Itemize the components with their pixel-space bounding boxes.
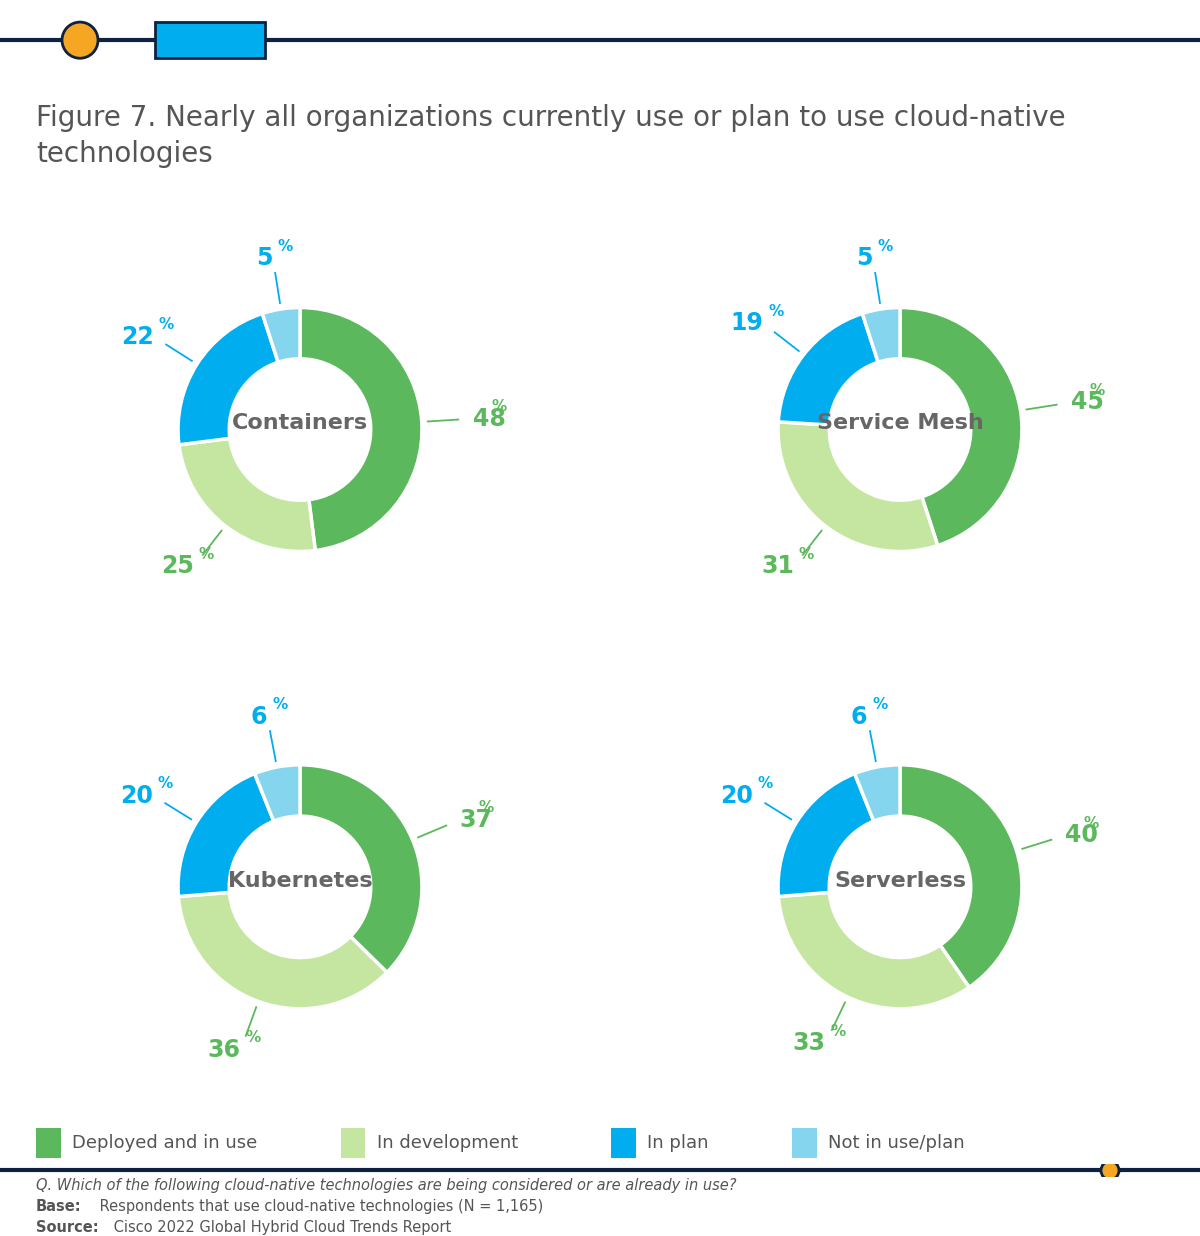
- Text: 45: 45: [1072, 391, 1104, 414]
- Text: %: %: [1084, 816, 1099, 831]
- Circle shape: [62, 22, 98, 58]
- Wedge shape: [179, 892, 386, 1009]
- Text: Kubernetes: Kubernetes: [228, 870, 372, 891]
- FancyBboxPatch shape: [36, 1128, 61, 1158]
- Text: 37: 37: [460, 808, 493, 832]
- Text: 40: 40: [1066, 823, 1098, 848]
- Wedge shape: [178, 774, 274, 896]
- Text: 20: 20: [720, 784, 752, 807]
- Text: Deployed and in use: Deployed and in use: [72, 1135, 257, 1152]
- Wedge shape: [863, 308, 900, 362]
- Wedge shape: [300, 308, 422, 550]
- Text: Base:: Base:: [36, 1199, 82, 1214]
- Text: %: %: [246, 1030, 260, 1044]
- Text: %: %: [757, 776, 773, 791]
- Text: 20: 20: [120, 784, 152, 807]
- Text: 5: 5: [857, 246, 872, 271]
- Text: %: %: [768, 304, 784, 319]
- Text: 48: 48: [473, 407, 505, 430]
- Text: %: %: [157, 776, 173, 791]
- Circle shape: [1102, 1162, 1120, 1179]
- Wedge shape: [263, 308, 300, 362]
- FancyBboxPatch shape: [611, 1128, 636, 1158]
- Text: Cisco 2022 Global Hybrid Cloud Trends Report: Cisco 2022 Global Hybrid Cloud Trends Re…: [109, 1220, 451, 1235]
- Text: %: %: [478, 800, 493, 816]
- Text: %: %: [872, 697, 887, 712]
- Text: Serverless: Serverless: [834, 870, 966, 891]
- Text: 22: 22: [121, 325, 154, 349]
- Text: %: %: [491, 399, 506, 414]
- Text: %: %: [199, 546, 214, 561]
- Text: 6: 6: [251, 705, 268, 729]
- Text: 5: 5: [257, 246, 272, 271]
- Text: Q. Which of the following cloud-native technologies are being considered or are : Q. Which of the following cloud-native t…: [36, 1178, 737, 1194]
- Wedge shape: [854, 765, 900, 821]
- Text: 36: 36: [208, 1037, 241, 1062]
- Text: %: %: [877, 239, 893, 253]
- Wedge shape: [778, 421, 937, 551]
- FancyBboxPatch shape: [341, 1128, 365, 1158]
- Wedge shape: [778, 774, 874, 896]
- FancyBboxPatch shape: [155, 22, 265, 58]
- Text: 25: 25: [161, 555, 194, 578]
- Text: %: %: [277, 239, 293, 253]
- Wedge shape: [779, 314, 878, 425]
- Text: In plan: In plan: [647, 1135, 709, 1152]
- FancyBboxPatch shape: [792, 1128, 816, 1158]
- Text: Respondents that use cloud-native technologies (N = 1,165): Respondents that use cloud-native techno…: [95, 1199, 542, 1214]
- Wedge shape: [779, 892, 970, 1009]
- Wedge shape: [254, 765, 300, 821]
- Wedge shape: [179, 439, 316, 551]
- Text: Not in use/plan: Not in use/plan: [828, 1135, 965, 1152]
- Text: %: %: [1090, 383, 1105, 398]
- Wedge shape: [178, 314, 278, 445]
- Text: Containers: Containers: [232, 413, 368, 434]
- Wedge shape: [300, 765, 422, 973]
- Text: Figure 7. Nearly all organizations currently use or plan to use cloud-native
tec: Figure 7. Nearly all organizations curre…: [36, 104, 1066, 168]
- Text: In development: In development: [377, 1135, 518, 1152]
- Text: 19: 19: [731, 311, 763, 335]
- Text: %: %: [272, 697, 287, 712]
- Text: 31: 31: [761, 555, 794, 578]
- Text: %: %: [830, 1023, 846, 1038]
- Text: Service Mesh: Service Mesh: [817, 413, 983, 434]
- Wedge shape: [900, 308, 1022, 545]
- Text: 6: 6: [851, 705, 868, 729]
- Text: %: %: [158, 316, 174, 332]
- Text: %: %: [799, 546, 814, 561]
- Wedge shape: [900, 765, 1022, 988]
- Text: 33: 33: [792, 1031, 826, 1056]
- Text: Source:: Source:: [36, 1220, 98, 1235]
